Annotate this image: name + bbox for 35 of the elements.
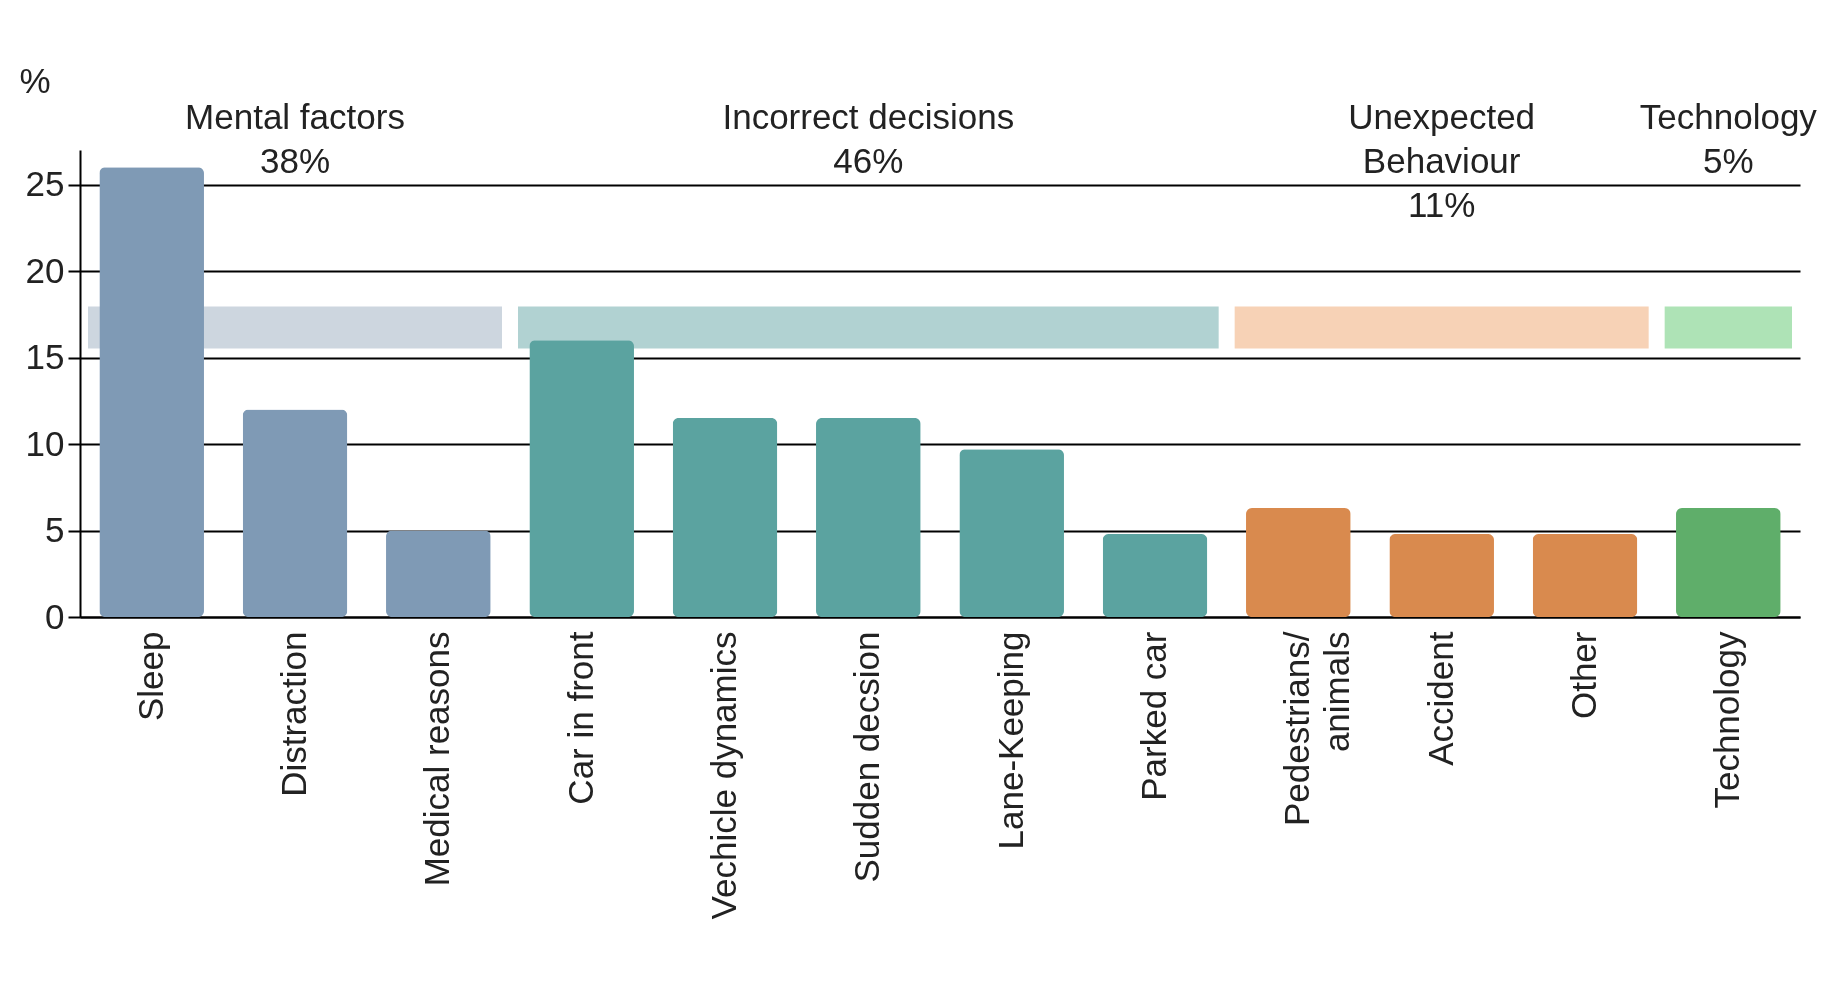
annotation: Mental factors 38%	[185, 97, 405, 180]
bar	[242, 409, 348, 617]
y-tick-label: 20	[25, 250, 65, 290]
x-tick-label: Technology	[1707, 631, 1747, 809]
bar	[1246, 508, 1351, 617]
y-tick-label: 5	[45, 510, 65, 550]
x-tick-label: Medical reasons	[417, 631, 457, 887]
annotation: Technology 5%	[1639, 97, 1818, 180]
y-tick-label: 15	[25, 337, 65, 377]
bar	[816, 418, 921, 617]
bar	[1389, 533, 1494, 617]
x-tick-label: Pedestrians/ animals	[1277, 631, 1357, 827]
bar	[99, 167, 204, 617]
x-tick-label: Lane-Keeping	[990, 631, 1030, 850]
bar	[672, 418, 778, 617]
x-tick-label: Car in front	[560, 631, 600, 805]
bar	[386, 530, 491, 617]
bar	[529, 340, 634, 617]
annotation: Incorrect decisions 46%	[722, 97, 1015, 180]
x-tick-label: Distraction	[274, 631, 313, 797]
x-tick-label: Accident	[1420, 631, 1460, 766]
bar	[959, 449, 1064, 617]
bar	[1676, 508, 1781, 617]
y-axis-title: %	[19, 61, 51, 100]
x-tick-label: Vechicle dynamics	[704, 631, 743, 920]
bar	[1102, 533, 1208, 617]
y-tick-label: 0	[45, 596, 65, 636]
annotation: Unexpected Behaviour 11%	[1348, 97, 1536, 224]
y-tick-label: 10	[25, 423, 65, 463]
x-tick-label: Sudden decsion	[847, 631, 887, 883]
x-tick-label: Sleep	[130, 631, 170, 722]
bar	[1532, 533, 1638, 617]
x-tick-label: Other	[1564, 631, 1603, 720]
x-tick-label: Parked car	[1134, 631, 1173, 801]
y-tick-label: 25	[25, 164, 65, 204]
